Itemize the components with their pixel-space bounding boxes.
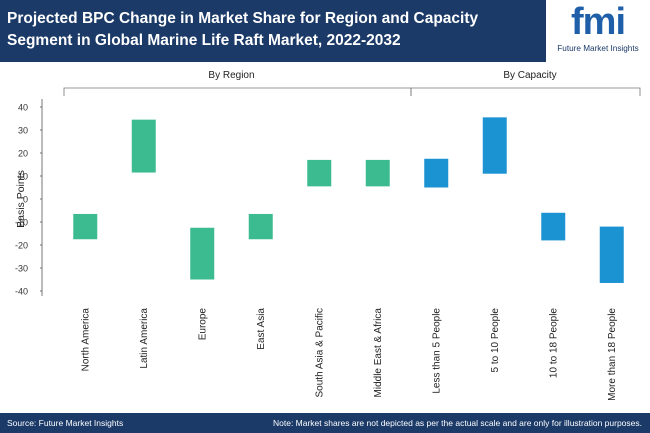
x-tick-label: South Asia & Pacific [314,308,325,398]
note-text: Note: Market shares are not depicted as … [272,418,642,428]
header-banner: Projected BPC Change in Market Share for… [0,0,650,62]
bar-middle-east-africa [365,159,390,187]
y-tick-label: 10 [18,172,28,182]
x-tick-label: 5 to 10 People [490,308,501,373]
x-tick-label: 10 to 18 People [548,308,559,378]
bar-more-than-18-people [599,226,624,283]
group-bracket [63,87,412,96]
group-label: By Region [208,70,254,81]
y-tick-label: -20 [15,241,28,251]
x-tick-label: Europe [197,308,208,341]
footer-bar: Source: Future Market Insights Note: Mar… [0,413,650,433]
y-tick-label: 30 [18,126,28,136]
bar-less-than-5-people [424,158,449,188]
y-tick-label: -30 [15,264,28,274]
group-label: By Capacity [503,70,556,81]
fmi-logo: fmi Future Market Insights [546,0,650,62]
group-bracket [410,87,641,96]
x-tick-label: Less than 5 People [431,308,442,394]
bar-europe [190,227,215,280]
y-tick-label: -40 [15,287,28,297]
logo-company-name: Future Market Insights [557,44,639,53]
logo-mark: fmi [571,1,626,43]
source-text: Source: Future Market Insights [7,418,124,428]
bar-latin-america [131,119,156,173]
x-tick-label: Latin America [139,308,150,369]
y-tick-label: 0 [23,195,28,205]
y-axis-title: Basis Points [15,170,27,228]
y-tick-label: 40 [18,103,28,113]
x-tick-label: Middle East & Africa [373,308,384,398]
bars [73,117,624,283]
bar-5-to-10-people [482,117,507,174]
bar-east-asia [248,213,273,240]
group-brackets: By Region By Capacity [63,70,641,96]
y-axis: 40 30 20 10 0 -10 -20 -30 -40 Basis Points [15,99,43,297]
x-tick-label: More than 18 People [607,308,618,401]
bar-10-to-18-people [541,212,566,241]
chart-area: By Region By Capacity 40 30 20 10 0 -10 -20 -30 -… [15,70,641,401]
x-tick-label: East Asia [256,308,267,350]
bar-north-america [73,213,98,240]
chart-title: Projected BPC Change in Market Share for… [7,10,479,49]
x-axis-labels: North America Latin America Europe East Asi… [80,308,618,401]
y-tick-label: -10 [15,218,28,228]
bar-south-asia-pacific [307,159,332,187]
x-tick-label: North America [80,308,91,372]
y-tick-label: 20 [18,149,28,159]
